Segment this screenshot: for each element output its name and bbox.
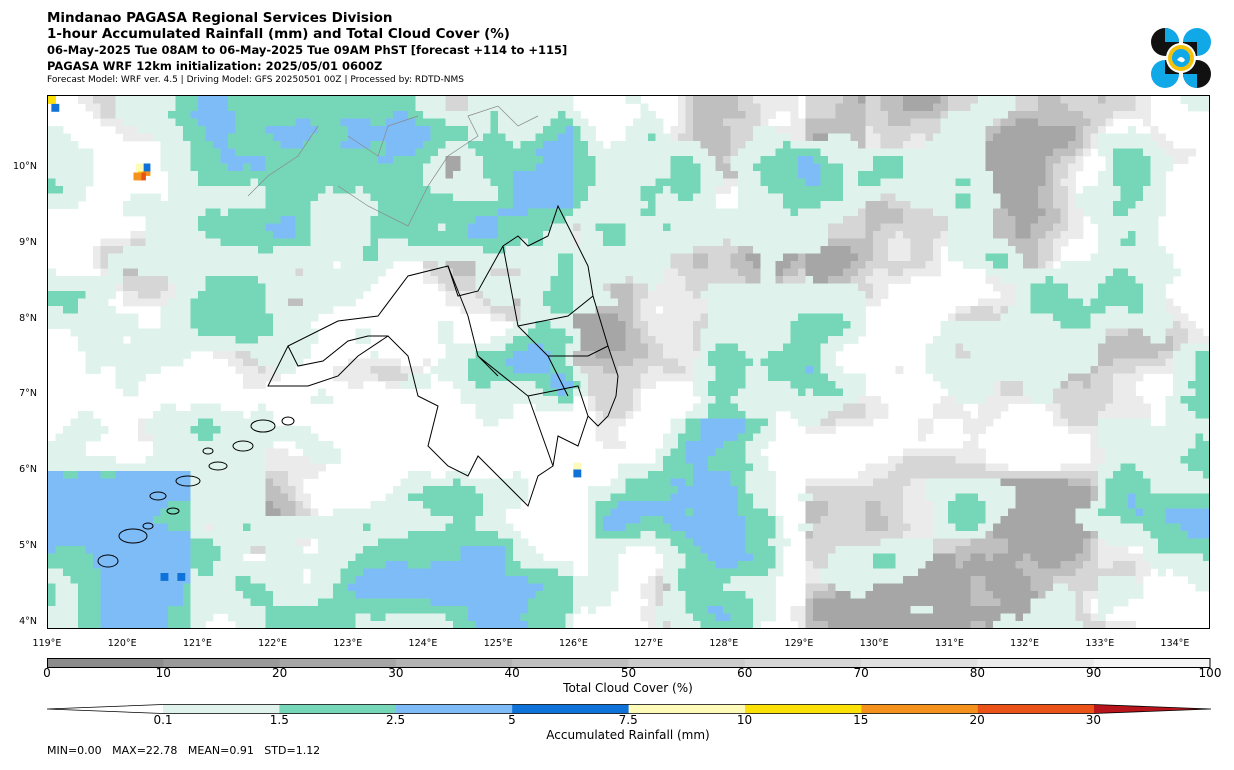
data-cells xyxy=(48,96,1209,628)
longitude-label: 128°E xyxy=(709,638,739,649)
cloud-colorbar-tick: 80 xyxy=(969,666,986,680)
latitude-label: 7°N xyxy=(19,388,37,400)
rain-colorbar-over xyxy=(1094,704,1211,714)
map-title: Mindanao PAGASA Regional Services Divisi… xyxy=(47,10,393,26)
valid-time: 06-May-2025 Tue 08AM to 06-May-2025 Tue … xyxy=(47,43,568,57)
cloud-colorbar-label: Total Cloud Cover (%) xyxy=(563,681,693,695)
cloud-colorbar-segment xyxy=(395,658,513,668)
cloud-colorbar-segment xyxy=(47,658,164,668)
map-grid xyxy=(48,96,1209,628)
latitude-label: 5°N xyxy=(19,540,37,551)
model-info: Forecast Model: WRF ver. 4.5 | Driving M… xyxy=(47,75,464,85)
rain-colorbar-segment xyxy=(977,704,1095,714)
map-subtitle: 1-hour Accumulated Rainfall (mm) and Tot… xyxy=(47,26,510,42)
rain-colorbar-segment xyxy=(279,704,397,714)
rain-colorbar-label: Accumulated Rainfall (mm) xyxy=(546,728,710,742)
rain-colorbar-segment xyxy=(163,704,280,714)
latitude-label: 9°N xyxy=(19,236,37,248)
longitude-label: 127°E xyxy=(634,638,664,649)
initialization-time: PAGASA WRF 12km initialization: 2025/05/… xyxy=(47,59,383,73)
cloud-colorbar-segment xyxy=(1093,658,1211,668)
latitude-label: 8°N xyxy=(19,312,37,324)
longitude-label: 120°E xyxy=(107,638,137,649)
cloud-colorbar-segment xyxy=(628,658,746,668)
rainfall-colorbar xyxy=(46,704,1212,714)
visayas-coast xyxy=(247,105,539,227)
rain-colorbar-segment xyxy=(861,704,979,714)
cloud-colorbar-tick: 90 xyxy=(1086,666,1102,680)
longitude-label: 122°E xyxy=(258,638,288,649)
longitude-label: 121°E xyxy=(182,638,212,649)
cloud-colorbar-tick: 70 xyxy=(853,666,869,680)
longitude-label: 133°E xyxy=(1085,638,1115,649)
cloud-colorbar-segment xyxy=(163,658,281,668)
longitude-label: 124°E xyxy=(408,638,438,649)
longitude-label: 125°E xyxy=(483,638,513,649)
longitude-label: 131°E xyxy=(934,638,964,649)
cloud-colorbar-tick: 20 xyxy=(271,666,288,680)
rainfall-cloud-map xyxy=(47,95,1210,629)
rain-colorbar-tick: 15 xyxy=(853,713,869,727)
latitude-label: 10°N xyxy=(13,161,37,172)
rain-colorbar-tick: 7.5 xyxy=(618,713,638,727)
rain-colorbar-tick: 0.1 xyxy=(153,713,173,727)
cloud-colorbar-tick: 30 xyxy=(388,666,404,680)
cloud-colorbar-segment xyxy=(977,658,1095,668)
rain-colorbar-tick: 1.5 xyxy=(269,713,289,727)
rain-colorbar-segment xyxy=(395,704,513,714)
rain-colorbar-frame xyxy=(46,704,1212,714)
rain-colorbar-tick: 10 xyxy=(736,713,753,727)
longitude-label: 123°E xyxy=(333,638,363,649)
rain-colorbar-tick: 30 xyxy=(1085,713,1102,727)
cloud-cover-colorbar xyxy=(47,658,1211,668)
cloud-colorbar-segment xyxy=(279,658,397,668)
cloud-colorbar-tick: 100 xyxy=(1198,666,1222,680)
statistics-text: MIN=0.00 MAX=22.78 MEAN=0.91 STD=1.12 xyxy=(47,744,321,757)
longitude-label: 132°E xyxy=(1010,638,1040,649)
rain-colorbar-tick: 20 xyxy=(969,713,985,727)
rain-colorbar-under xyxy=(47,704,163,714)
longitude-label: 134°E xyxy=(1160,638,1190,649)
cloud-colorbar-tick: 50 xyxy=(620,666,637,680)
cloud-colorbar-segment xyxy=(861,658,978,668)
cloud-colorbar-tick: 40 xyxy=(504,666,520,680)
longitude-label: 130°E xyxy=(859,638,889,649)
cloud-colorbar-frame xyxy=(47,658,1211,668)
longitude-label: 119°E xyxy=(32,638,62,649)
pagasa-logo-icon xyxy=(1151,28,1211,88)
rain-colorbar-tick: 5 xyxy=(508,713,516,727)
rain-colorbar-segment xyxy=(745,704,862,714)
longitude-label: 129°E xyxy=(784,638,814,649)
rain-colorbar-segment xyxy=(512,704,630,714)
cloud-colorbar-segment xyxy=(744,658,862,668)
cloud-colorbar-tick: 60 xyxy=(737,666,753,680)
cloud-colorbar-segment xyxy=(512,658,629,668)
longitude-label: 126°E xyxy=(558,638,588,649)
latitude-label: 6°N xyxy=(19,464,37,476)
coastlines xyxy=(97,204,619,568)
rain-colorbar-segment xyxy=(628,704,746,714)
cloud-colorbar-tick: 0 xyxy=(43,666,51,680)
cloud-colorbar-tick: 10 xyxy=(155,666,171,680)
rain-colorbar-tick: 2.5 xyxy=(386,713,406,727)
latitude-label: 4°N xyxy=(19,615,37,627)
